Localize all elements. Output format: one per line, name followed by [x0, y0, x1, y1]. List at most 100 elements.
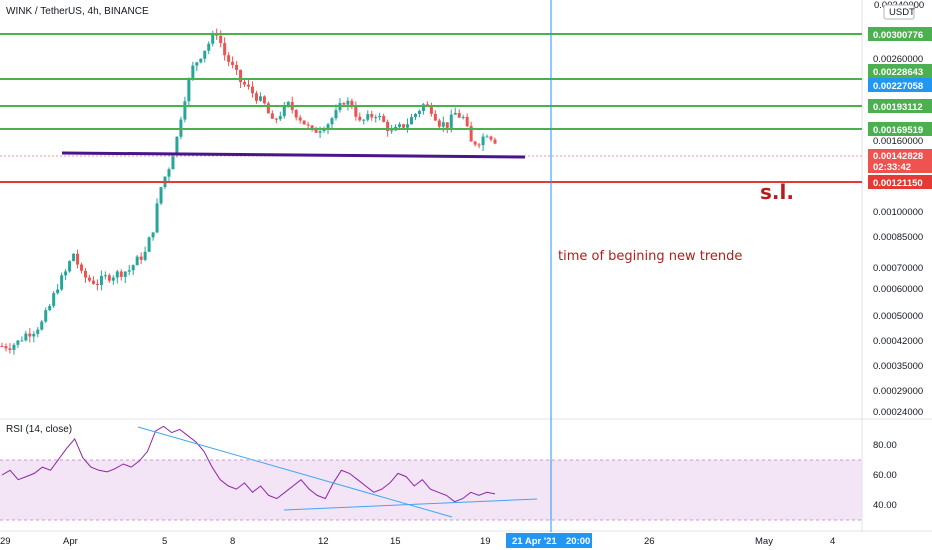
- rsi-trendline-down[interactable]: [137, 426, 453, 518]
- time-tick-may: May: [755, 536, 773, 547]
- candle-body: [457, 112, 461, 118]
- candle-body: [91, 280, 95, 284]
- time-marker-time: 20:00: [566, 536, 590, 547]
- tag-121150: [868, 175, 932, 189]
- candle-body: [183, 101, 187, 120]
- currency-button[interactable]: [883, 4, 915, 20]
- candle-body: [421, 104, 425, 111]
- candle-body: [262, 96, 266, 104]
- rsi-tick-80: 80.00: [873, 440, 897, 451]
- candle-body: [211, 33, 215, 44]
- candle-body: [390, 130, 394, 132]
- rsi-trendline-up[interactable]: [283, 498, 538, 511]
- candle-body: [68, 261, 72, 272]
- trend-note-annotation: time of begining new trende: [558, 249, 742, 264]
- candle-body: [147, 237, 151, 252]
- currency-label: USDT: [889, 7, 915, 18]
- candle-body: [274, 118, 278, 120]
- candle-body: [278, 116, 282, 120]
- time-marker-date: 21 Apr '21: [512, 536, 557, 547]
- candle-body: [12, 344, 16, 350]
- candle-body: [195, 62, 199, 66]
- tag-228643-text: 0.00228643: [873, 67, 923, 78]
- candle-body: [28, 333, 32, 337]
- candle-body: [374, 117, 378, 119]
- candle-body: [191, 65, 195, 80]
- candle-body: [115, 271, 119, 278]
- candle-body: [219, 35, 223, 44]
- candle-body: [99, 275, 103, 285]
- tick-060000: 0.00060000: [873, 284, 923, 295]
- candle-body: [477, 144, 481, 146]
- candle-body: [282, 105, 286, 117]
- candle-body: [310, 125, 314, 130]
- candle-body: [40, 321, 44, 330]
- tag-193112-text: 0.00193112: [873, 102, 923, 113]
- candle-body: [227, 55, 231, 62]
- candle-body: [20, 340, 24, 342]
- candle-body: [318, 131, 322, 133]
- candle-body: [449, 114, 453, 128]
- candle-body: [461, 116, 465, 118]
- candle-body: [107, 275, 111, 281]
- candle-body: [175, 136, 179, 155]
- candle-body: [354, 106, 358, 117]
- levels-group: [0, 33, 862, 183]
- candle-body: [247, 84, 250, 87]
- candle-body: [235, 64, 239, 70]
- tag-169519-text: 0.00169519: [873, 125, 923, 136]
- rsi-line: [1, 425, 496, 503]
- candle-body: [469, 126, 473, 142]
- rsi-tick-60: 60.00: [873, 470, 897, 481]
- candle-body: [155, 203, 159, 233]
- candle-body: [119, 271, 123, 277]
- candle-body: [453, 112, 457, 115]
- tag-300776: [868, 27, 932, 41]
- candle-body: [481, 136, 485, 146]
- candle-body: [286, 101, 290, 106]
- tick-160000: 0.00160000: [873, 136, 923, 147]
- tag-227058: [868, 78, 932, 92]
- candle-body: [326, 124, 330, 130]
- tag-169519: [868, 122, 932, 136]
- candle-body: [258, 96, 262, 101]
- horizontal-trend-line[interactable]: [61, 151, 526, 159]
- time-tick-8: 8: [230, 536, 235, 547]
- candle-body: [4, 346, 8, 349]
- candle-body: [330, 118, 334, 125]
- candle-body: [139, 256, 143, 260]
- candle-body: [402, 124, 406, 128]
- candle-body: [489, 136, 493, 140]
- tick-042000: 0.00042000: [873, 336, 923, 347]
- candle-body: [493, 139, 497, 144]
- candle-body: [322, 129, 326, 132]
- candle-body: [60, 275, 64, 290]
- candle-body: [111, 277, 115, 281]
- tick-035000: 0.00035000: [873, 361, 923, 372]
- candle-body: [366, 114, 370, 120]
- candle-body: [298, 117, 302, 121]
- candle-body: [346, 100, 350, 105]
- stop-loss-annotation: s.l.: [760, 180, 794, 204]
- candle-body: [314, 129, 318, 133]
- candle-body: [386, 121, 390, 132]
- candle-body: [425, 104, 429, 106]
- candle-body: [44, 310, 48, 322]
- price-pane[interactable]: [0, 0, 862, 418]
- candle-body: [410, 117, 414, 125]
- candle-body: [370, 114, 374, 118]
- tick-050000: 0.00050000: [873, 311, 923, 322]
- candle-body: [127, 270, 131, 272]
- tick-070000: 0.00070000: [873, 263, 923, 274]
- time-tick-26: 26: [644, 536, 655, 547]
- candle-body: [167, 169, 171, 177]
- current-price-text: 0.00142828: [873, 151, 923, 162]
- tick-100000: 0.00100000: [873, 207, 923, 218]
- candle-body: [334, 110, 338, 119]
- time-tick-15: 15: [390, 536, 401, 547]
- candle-body: [83, 270, 87, 278]
- tick-260000: 0.00260000: [873, 54, 923, 65]
- price-axis: 0.00340000 USDT 0.00300776 0.00260000 0.…: [868, 0, 932, 511]
- candle-body: [350, 100, 354, 107]
